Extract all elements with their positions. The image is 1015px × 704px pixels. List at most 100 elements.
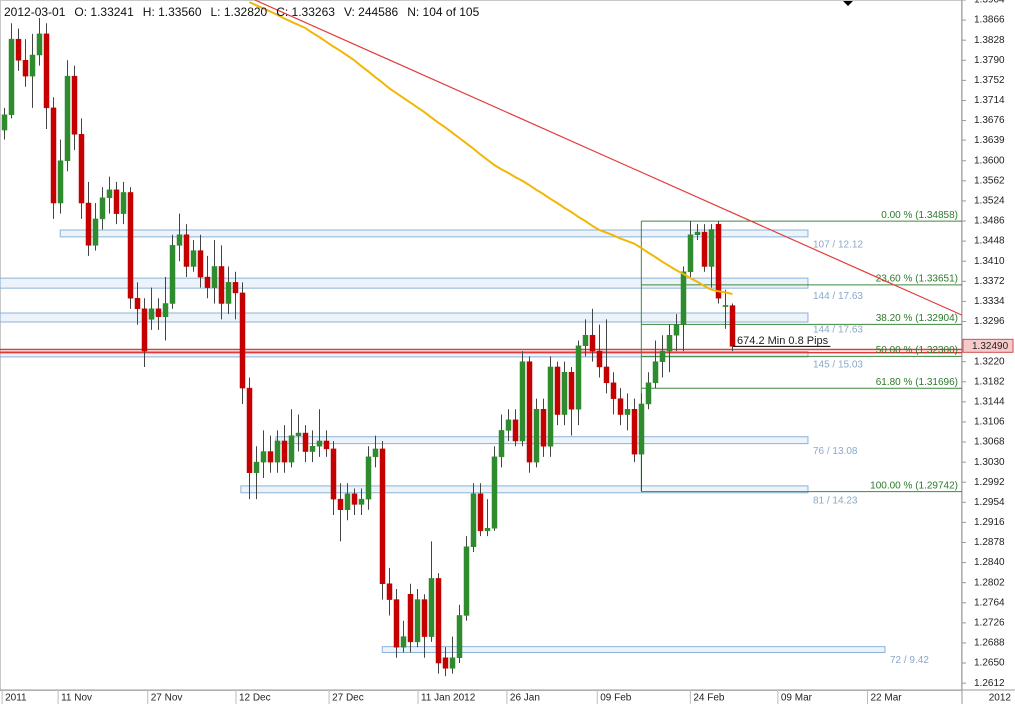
candle-body xyxy=(428,578,435,637)
moving-average xyxy=(248,1,733,295)
candle-body xyxy=(99,197,106,220)
header-field: C: 1.33263 xyxy=(276,5,335,19)
candle-body xyxy=(281,440,288,463)
candle-body xyxy=(631,408,638,455)
candle-body xyxy=(169,245,176,304)
candle-body xyxy=(701,231,708,267)
candle-body xyxy=(722,305,729,307)
candle-body xyxy=(603,366,610,384)
candle-body xyxy=(680,271,687,325)
candle-body xyxy=(113,189,120,214)
y-tick-label: 1.3372 xyxy=(974,276,1005,287)
zone xyxy=(240,485,809,494)
candle-body xyxy=(582,334,589,347)
y-tick-label: 1.2650 xyxy=(974,658,1005,669)
y-tick-label: 1.2992 xyxy=(974,477,1005,488)
candle-body xyxy=(393,599,400,648)
candle-body xyxy=(540,408,547,447)
candle-body xyxy=(715,223,722,299)
candle-body xyxy=(638,403,645,455)
candle-body xyxy=(127,192,134,299)
candle-body xyxy=(176,234,183,246)
fib-label: 61.80 % (1.31696) xyxy=(876,377,958,388)
candle-body xyxy=(190,250,197,267)
zone xyxy=(0,351,809,358)
x-tick-label: 24 Feb xyxy=(693,693,725,704)
candle-body xyxy=(323,440,330,450)
candle-body xyxy=(78,134,85,204)
candle-body xyxy=(71,75,78,135)
candle-body xyxy=(379,448,386,584)
y-tick-label: 1.2954 xyxy=(974,497,1005,508)
candle-body xyxy=(134,297,141,310)
zone xyxy=(59,229,809,238)
candle-body xyxy=(316,440,323,447)
x-tick-label: 12 Dec xyxy=(239,693,271,704)
y-tick-label: 1.3600 xyxy=(974,155,1005,166)
candle-body xyxy=(617,398,624,415)
candle-body xyxy=(148,308,155,320)
candle-body xyxy=(8,38,15,115)
y-tick-label: 1.3866 xyxy=(974,15,1005,26)
candle-body xyxy=(155,308,162,317)
y-tick-label: 1.2802 xyxy=(974,577,1005,588)
candle-body xyxy=(687,234,694,273)
header-field: O: 1.33241 xyxy=(74,5,134,19)
candle-body xyxy=(477,493,484,532)
y-tick-label: 1.3182 xyxy=(974,376,1005,387)
candle-body xyxy=(666,334,673,352)
candle-body xyxy=(414,599,421,643)
candle-body xyxy=(204,276,211,288)
y-tick-label: 1.3448 xyxy=(974,236,1005,247)
candle-body xyxy=(561,371,568,415)
candle-body xyxy=(225,282,232,304)
x-tick-label: 09 Mar xyxy=(781,693,813,704)
y-tick-label: 1.2840 xyxy=(974,557,1005,568)
header: 2012-03-01 O: 1.33241 H: 1.33560 L: 1.32820… xyxy=(4,5,480,19)
candle-body xyxy=(463,546,470,616)
y-tick-label: 1.3410 xyxy=(974,256,1005,267)
candle-body xyxy=(288,435,295,463)
x-tick-label: 11 Nov xyxy=(61,693,92,704)
candle-body xyxy=(645,382,652,405)
y-tick-label: 1.3486 xyxy=(974,216,1005,227)
candle-body xyxy=(435,578,442,664)
candle-body xyxy=(673,324,680,336)
candle-body xyxy=(456,615,463,658)
fib-label: 0.00 % (1.34858) xyxy=(881,210,958,221)
y-tick-label: 1.3676 xyxy=(974,115,1005,126)
candle-body xyxy=(57,160,64,204)
fib-label: 23.60 % (1.33651) xyxy=(876,274,958,285)
zone-label: 145 / 15.03 xyxy=(813,360,863,371)
y-tick-label: 1.3714 xyxy=(974,95,1005,106)
candle-body xyxy=(120,192,127,214)
candle-body xyxy=(344,493,351,510)
candle-body xyxy=(547,366,554,447)
header-field: N: 104 of 105 xyxy=(407,5,479,19)
x-tick-label: 22 Mar xyxy=(870,693,902,704)
y-tick-label: 1.2688 xyxy=(974,638,1005,649)
zone-label: 72 / 9.42 xyxy=(890,655,929,666)
candle-body xyxy=(442,657,449,669)
y-tick-label: 1.3790 xyxy=(974,55,1005,66)
zone xyxy=(0,277,809,289)
zone xyxy=(381,646,886,653)
price-label: 1.32490 xyxy=(972,341,1009,352)
candle-body xyxy=(295,432,302,436)
zone-label: 144 / 17.63 xyxy=(813,325,863,336)
candle-body xyxy=(351,493,358,505)
x-tick-label: 27 Dec xyxy=(332,693,364,704)
candle-body xyxy=(85,202,92,246)
y-tick-label: 1.3828 xyxy=(974,35,1005,46)
y-tick-label: 1.3904 xyxy=(974,0,1005,6)
candle-body xyxy=(330,448,337,500)
candle-body xyxy=(218,266,225,304)
header-field: 2012-03-01 xyxy=(4,5,66,19)
candle-body xyxy=(554,366,561,415)
candle-body xyxy=(365,456,372,500)
y-tick-label: 1.3562 xyxy=(974,175,1005,186)
candle-body xyxy=(43,33,50,109)
candle-body xyxy=(484,527,491,532)
y-tick-label: 1.3334 xyxy=(974,296,1005,307)
